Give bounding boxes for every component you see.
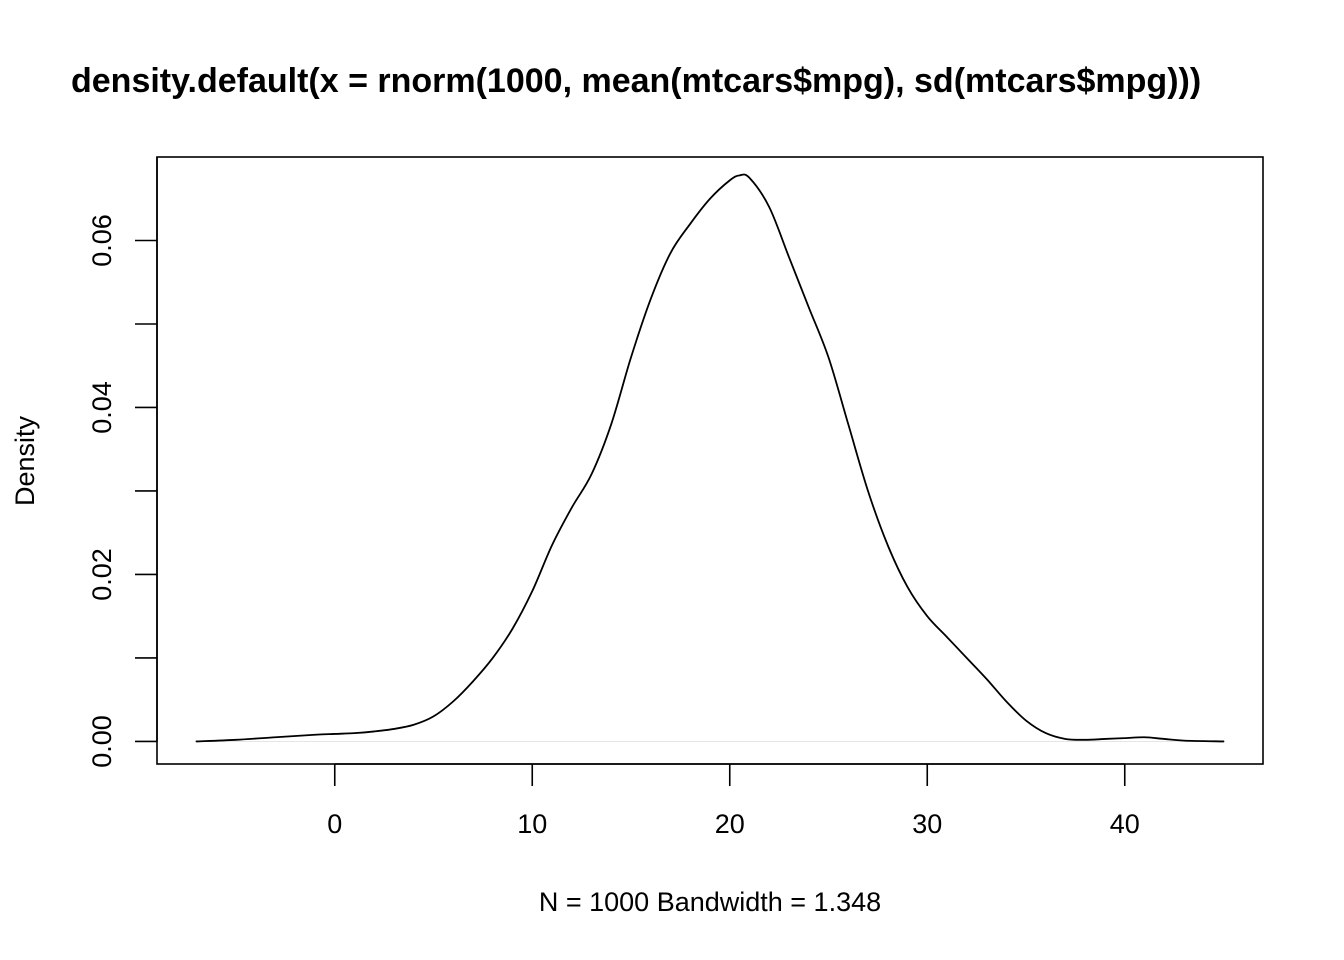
density-curve <box>195 173 1225 743</box>
y-axis: 0.00 0.02 0.04 0.06 <box>87 157 158 768</box>
x-tick-label: 20 <box>715 809 745 839</box>
x-tick-label: 0 <box>327 809 342 839</box>
plot-frame <box>156 156 1264 765</box>
y-axis-label: Density <box>10 415 40 506</box>
x-tick-label: 40 <box>1110 809 1140 839</box>
y-tick-label: 0.04 <box>87 381 117 434</box>
y-tick-label: 0.02 <box>87 548 117 601</box>
x-tick-label: 10 <box>517 809 547 839</box>
y-tick-label: 0.00 <box>87 715 117 768</box>
x-axis: 0 10 20 30 40 <box>327 763 1140 839</box>
y-tick-label: 0.06 <box>87 214 117 267</box>
x-axis-label: N = 1000 Bandwidth = 1.348 <box>539 887 881 917</box>
x-tick-label: 30 <box>912 809 942 839</box>
chart-title: density.default(x = rnorm(1000, mean(mtc… <box>71 62 1201 100</box>
